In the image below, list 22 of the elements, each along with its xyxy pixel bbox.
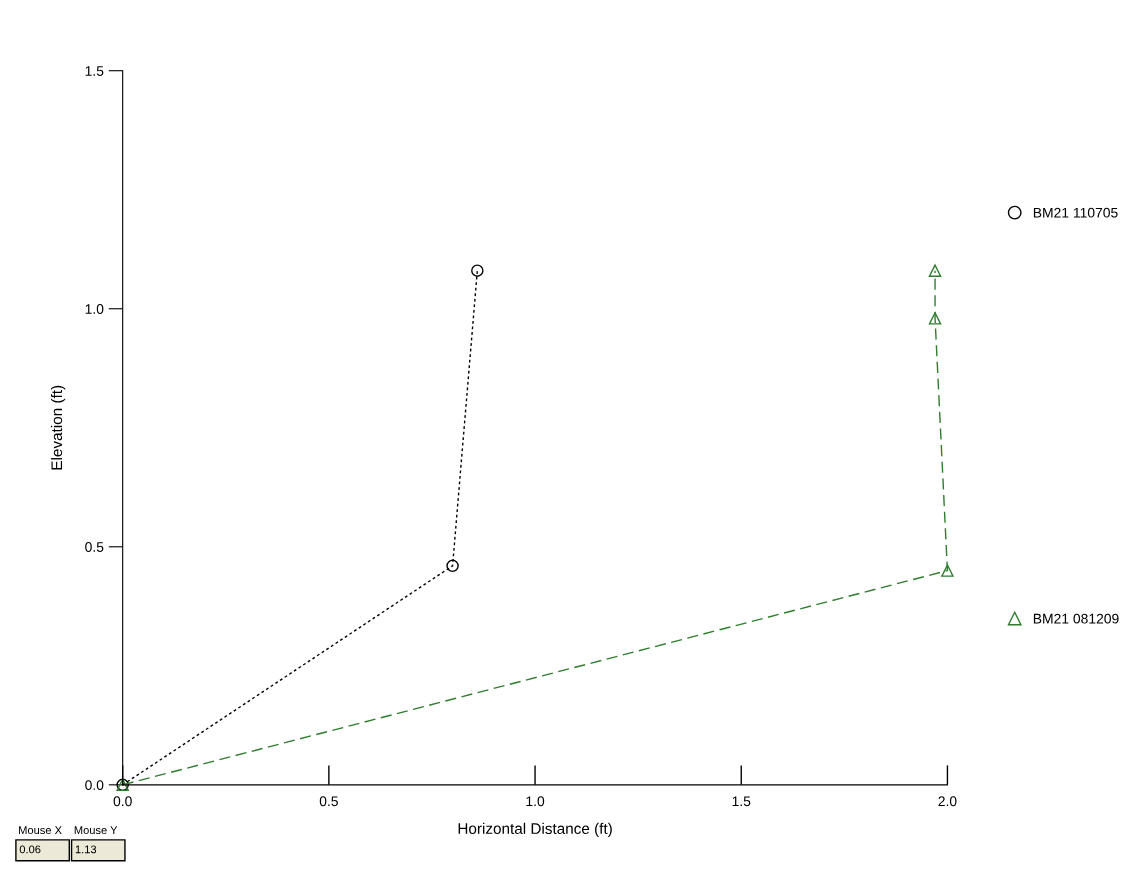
x-tick-label: 2.0: [938, 796, 957, 807]
x-axis-title: Horizontal Distance (ft): [458, 822, 612, 838]
point: [446, 559, 459, 573]
x-tick-label: 0.0: [113, 796, 132, 807]
y-tick-label: 1.5: [85, 66, 104, 76]
legend-label: BM21 110705: [1033, 207, 1118, 218]
y-tick-label: 1.0: [85, 304, 104, 314]
x-tick-label: 1.0: [526, 796, 545, 807]
text: Mouse Y: [74, 826, 118, 835]
point: [471, 264, 484, 277]
text: Mouse X: [19, 826, 62, 835]
legend-label: BM21 081209: [1033, 613, 1119, 624]
point: [928, 312, 942, 325]
y-axis-title: Elevation (ft): [50, 385, 66, 470]
text: 1.13: [75, 845, 97, 854]
point: [941, 564, 954, 577]
x-tick-label: 1.5: [732, 796, 751, 807]
x-tick-label: 0.5: [319, 796, 338, 807]
y-tick-label: 0.5: [85, 542, 104, 552]
y-tick-label: 0.0: [85, 780, 104, 790]
text: 0.06: [19, 845, 41, 854]
point: [928, 264, 942, 277]
